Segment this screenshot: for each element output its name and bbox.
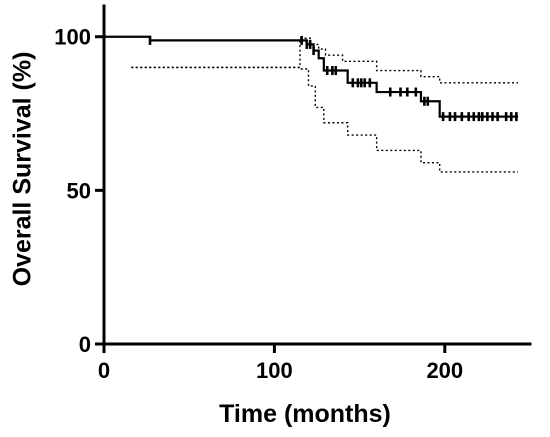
censor-marks-layer	[148, 35, 518, 122]
y-tick-label-0: 0	[79, 332, 91, 357]
lower-ci-line	[131, 66, 519, 173]
axes	[102, 4, 532, 346]
y-tick-label-100: 100	[54, 25, 91, 50]
x-axis-title: Time (months)	[219, 400, 391, 428]
x-tick-label-100: 100	[256, 358, 293, 383]
y-tick-label-50: 50	[67, 178, 91, 203]
y-axis-title: Overall Survival (%)	[9, 52, 37, 287]
ticks: 0 50 100 0 100 200	[54, 25, 463, 383]
x-tick-label-200: 200	[426, 358, 463, 383]
x-tick-label-0: 0	[98, 358, 110, 383]
upper-ci-line	[131, 37, 519, 84]
confidence-interval-layer	[131, 37, 519, 173]
